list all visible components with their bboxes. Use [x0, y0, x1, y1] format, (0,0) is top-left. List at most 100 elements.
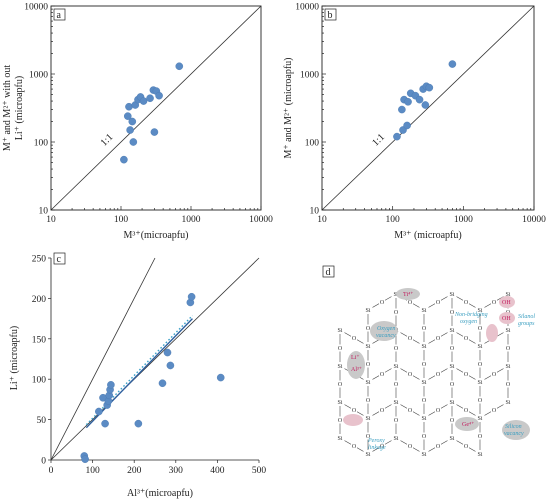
silicon-atom: Si — [421, 416, 426, 422]
oxygen-bg — [505, 380, 511, 388]
silicon-atom: Si — [365, 452, 370, 458]
y-tick-label: 1000 — [300, 71, 319, 81]
oxygen-atom: O — [394, 346, 399, 352]
x-tick-label: 1000 — [454, 215, 473, 225]
oxygen-atom: O — [422, 362, 427, 368]
oxygen-bg — [435, 406, 441, 414]
data-point — [146, 94, 154, 103]
oxygen-atom: O — [464, 300, 469, 306]
oxygen-bg — [421, 432, 427, 440]
data-point — [139, 97, 148, 105]
li-ion: Li⁺ — [351, 355, 360, 361]
oxygen-atom: O — [464, 408, 469, 414]
data-point — [126, 126, 134, 134]
oxygen-atom: O — [436, 336, 441, 342]
silicon-bg — [447, 398, 457, 406]
x-tick-label: 400 — [210, 466, 225, 476]
silicon-bg — [391, 434, 401, 442]
silicon-atom: Si — [477, 452, 482, 458]
panel-a-y-axis-label-sub: M⁺ and M²⁺ with out — [2, 65, 13, 152]
y-tick-label: 50 — [37, 416, 47, 426]
panel-a: a 1:1 10 100 1000 10000 10 100 1000 10000 M³⁺(… — [2, 3, 273, 242]
oxygen-atom: O — [422, 434, 427, 440]
silicon-vacancy-label-1: Silicon — [505, 424, 522, 430]
silicon-atom: Si — [393, 292, 398, 298]
oxygen-bg — [463, 406, 469, 414]
oxygen-atom: O — [380, 444, 385, 450]
oxygen-bg — [379, 442, 385, 450]
x-tick-label: 500 — [252, 466, 267, 476]
oxygen-bg — [435, 334, 441, 342]
data-point — [448, 60, 457, 68]
oxygen-bg — [365, 360, 371, 368]
x-tick-label: 10 — [317, 215, 327, 225]
oxygen-bg — [337, 344, 343, 352]
oxygen-bg — [393, 308, 399, 316]
panel-b-label: b — [328, 10, 333, 21]
oxygen-bg — [365, 396, 371, 404]
oxygen-atom: O — [352, 408, 357, 414]
oxygen-bg — [351, 442, 357, 450]
silicon-atom: Si — [449, 328, 454, 334]
oxygen-bg — [477, 396, 483, 404]
y-tick-label: 100 — [34, 139, 49, 149]
panel-c-y-axis-label: Li⁺ (microapfu) — [9, 326, 20, 390]
panel-c-1to1-line — [50, 257, 156, 461]
oxygen-atom: O — [464, 372, 469, 378]
peroxy-label-1: Peroxy — [367, 438, 385, 444]
oxygen-atom: O — [338, 382, 343, 388]
panel-c: c 0 100 200 300 400 500 0 50 100 150 200 250 Al³⁺(… — [9, 252, 267, 499]
oxygen-atom: O — [464, 444, 469, 450]
oxygen-atom: O — [394, 382, 399, 388]
silicon-bg — [447, 434, 457, 442]
data-point — [101, 419, 109, 428]
y-tick-label: 10 — [39, 207, 49, 217]
oxygen-bg — [449, 380, 455, 388]
oxygen-atom: O — [394, 418, 399, 424]
silanol-oh-highlight-2 — [499, 312, 515, 324]
panel-b-x-axis-label: M³⁺ (microapfu) — [394, 230, 461, 241]
oxygen-bg — [379, 406, 385, 414]
data-point — [163, 348, 172, 357]
oxygen-bg — [351, 406, 357, 414]
x-tick-label: 300 — [169, 466, 184, 476]
data-point — [166, 361, 175, 370]
y-tick-label: 10000 — [24, 3, 48, 13]
panel-c-label-box — [53, 252, 66, 265]
oxygen-bg — [435, 370, 441, 378]
silicon-atom: Si — [449, 364, 454, 370]
oxygen-bg — [505, 308, 511, 316]
panel-b-1to1-line — [321, 5, 535, 211]
panel-a-y-ticks: 10 100 1000 10000 — [24, 3, 55, 217]
nonbridging-oxygen-highlight — [486, 324, 498, 342]
silanol-oh-highlight-1 — [499, 296, 515, 308]
oxygen-atom: O — [380, 408, 385, 414]
oxygen-bg — [351, 334, 357, 342]
data-point — [425, 83, 434, 92]
silicon-atom: Si — [393, 364, 398, 370]
ge-site-highlight — [455, 417, 479, 431]
panel-c-points — [80, 292, 225, 463]
data-point — [421, 101, 430, 109]
panel-b-label-box — [324, 8, 337, 21]
silicon-vacancy-label-2: vacancy — [504, 431, 524, 437]
oxygen-atom: O — [478, 398, 483, 404]
silicon-bg — [419, 342, 429, 350]
silicon-atom: Si — [421, 452, 426, 458]
y-tick-label: 250 — [32, 255, 47, 265]
silicon-bg — [419, 306, 429, 314]
silicon-atom: Si — [337, 364, 342, 370]
data-point — [404, 98, 412, 106]
oxygen-atom: O — [478, 362, 483, 368]
panel-a-label: a — [57, 10, 62, 21]
data-point — [134, 419, 143, 428]
oxygen-atom: O — [492, 372, 497, 378]
data-point — [175, 62, 184, 71]
data-point — [107, 381, 115, 389]
silicon-bg — [363, 306, 373, 314]
data-point — [150, 128, 159, 136]
oxygen-atom: O — [338, 346, 343, 352]
li-al-site-highlight — [347, 351, 365, 379]
oxygen-bg — [449, 416, 455, 424]
silicon-bg — [335, 326, 345, 334]
